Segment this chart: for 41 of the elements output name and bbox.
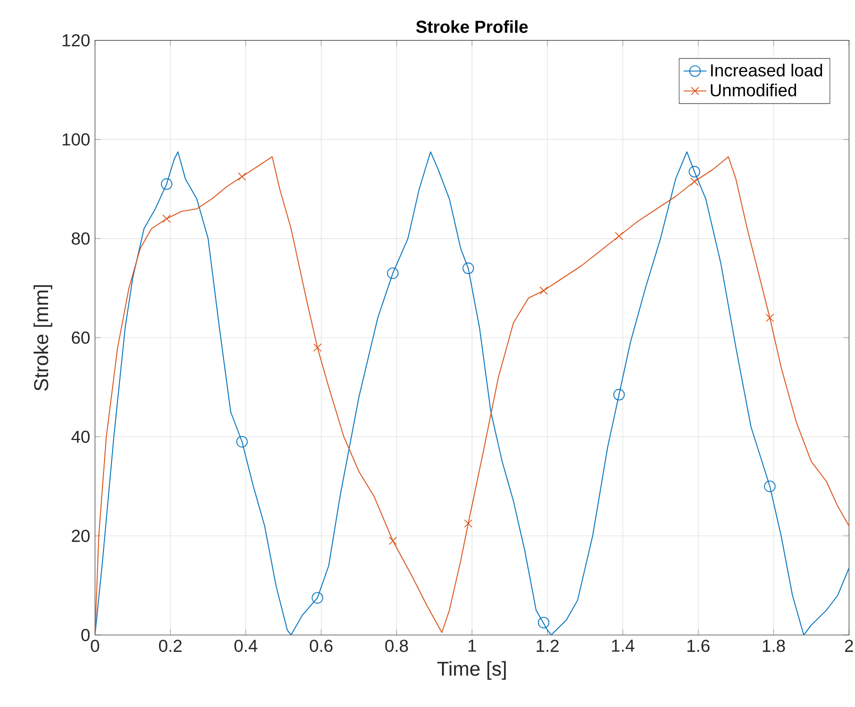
point [462, 262, 474, 274]
x-tick-label: 2 [845, 640, 853, 652]
point [162, 214, 171, 223]
x-tick-label: 1 [468, 640, 476, 652]
legend-label: Increased load [711, 64, 822, 76]
point [764, 480, 776, 492]
point [312, 592, 324, 604]
x-tick-label: 0.2 [159, 640, 182, 652]
point [236, 436, 248, 448]
x-tick-label: 1.4 [612, 640, 634, 652]
x-tick-label: 0.4 [234, 640, 258, 652]
y-tick-label: 20 [72, 530, 90, 542]
legend-label: Unmodified [710, 84, 796, 96]
y-tick-label: 40 [71, 430, 90, 443]
point [160, 178, 172, 190]
y-tick-label: 120 [62, 34, 90, 46]
point [766, 314, 774, 322]
x-tick-label: 1.6 [687, 640, 710, 652]
x-tick-label: 1.2 [536, 640, 559, 652]
point [464, 519, 472, 528]
y-tick-label: 100 [62, 133, 90, 146]
point [387, 268, 399, 279]
point [690, 177, 699, 186]
y-axis-title: Stroke [mm] [34, 285, 52, 391]
chart-title: Stroke Profile [416, 20, 528, 33]
x-tick-label: 0 [90, 640, 100, 652]
point [538, 616, 550, 628]
x-axis-title: Time [s] [437, 661, 506, 680]
x-tick-label: 0.8 [385, 640, 408, 652]
point [614, 232, 624, 240]
point [539, 286, 548, 295]
y-tick-label: 60 [72, 332, 90, 344]
point [313, 343, 322, 352]
x-tick-label: 1.8 [762, 640, 785, 652]
y-tick-label: 0 [81, 628, 90, 642]
point [238, 172, 246, 181]
y-tick-label: 80 [72, 232, 90, 245]
point [613, 388, 625, 400]
point [688, 166, 700, 178]
point [388, 536, 398, 546]
x-tick-label: 0.6 [310, 640, 332, 652]
